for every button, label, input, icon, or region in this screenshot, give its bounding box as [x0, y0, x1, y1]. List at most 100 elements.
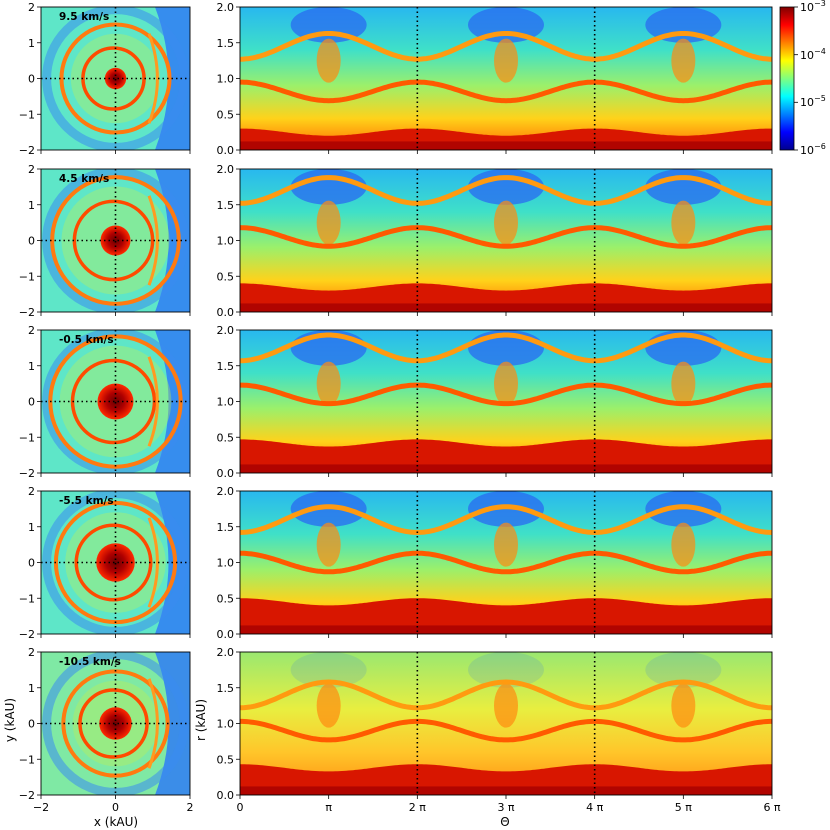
right-inner-region — [240, 598, 772, 634]
panel-row-2: 4.5 km/s −2 −1 0 1 2 0.0 0.5 1.0 1.5 2.0 — [19, 163, 773, 319]
right-plume — [671, 683, 696, 728]
colorbar-tick-1e-4: 10−4 — [794, 47, 826, 62]
right-plume — [494, 38, 518, 83]
left-bow-arc — [147, 517, 159, 608]
velocity-label: 4.5 km/s — [59, 173, 109, 185]
right-ytick-label: 0.0 — [217, 144, 235, 157]
right-xtick-label: π — [325, 801, 332, 814]
velocity-label: 9.5 km/s — [59, 11, 109, 23]
left-inner-shell — [72, 199, 155, 282]
left-core — [97, 383, 134, 420]
svg-text:10−3: 10−3 — [800, 0, 826, 14]
left-ytick-label: 0 — [28, 718, 35, 731]
right-blue-cavity — [468, 169, 544, 205]
panel-row-5: -10.5 km/s −2 −1 0 1 2 −2 0 2 0.0 0.5 1.0 1.5 2.0 0 π 2 … — [19, 646, 781, 814]
right-xtick-label: 3 π — [497, 801, 514, 814]
left-ytick-label: −2 — [19, 789, 35, 802]
right-ytick-label: 1.0 — [217, 73, 235, 86]
right-blue-cavity — [645, 652, 722, 688]
right-panel-1: 0.0 0.5 1.0 1.5 2.0 — [217, 1, 773, 157]
colorbar-tick-1e-3: 10−3 — [794, 0, 826, 14]
right-ytick-label: 2.0 — [217, 163, 235, 176]
colorbar-gradient — [779, 6, 795, 151]
left-core — [100, 225, 131, 256]
right-ytick-label: 0.0 — [217, 467, 235, 480]
right-y-axis-title: r (kAU) — [194, 699, 208, 741]
left-ytick-label: 2 — [28, 646, 35, 659]
right-plume — [671, 522, 696, 567]
left-ytick-label: 1 — [28, 682, 35, 695]
right-ytick-label: 1.5 — [217, 199, 235, 212]
left-outer-shell — [59, 22, 172, 135]
right-ytick-label: 0.5 — [217, 592, 235, 605]
right-blue-cavity — [645, 169, 722, 205]
left-bow-arc — [147, 195, 159, 286]
right-plume — [671, 38, 696, 83]
velocity-label: -5.5 km/s — [59, 495, 114, 507]
right-x-axis-title: Θ — [500, 815, 509, 829]
left-core — [96, 543, 135, 582]
right-core-band — [240, 141, 772, 150]
right-inner-shock — [240, 382, 772, 407]
right-ytick-label: 1.0 — [217, 396, 235, 409]
left-xtick-label: 0 — [112, 801, 119, 814]
right-inner-shock — [240, 550, 772, 575]
left-panel-2: 4.5 km/s −2 −1 0 1 2 — [19, 163, 191, 319]
right-blue-cavity — [290, 652, 367, 688]
right-ytick-label: 0.0 — [217, 628, 235, 641]
left-panel-1: 9.5 km/s −2 −1 0 1 2 — [19, 1, 191, 157]
right-ytick-label: 0.0 — [217, 789, 235, 802]
panel-row-1: 9.5 km/s −2 −1 0 1 2 0.0 0.5 1.0 1.5 2.0 — [19, 1, 773, 157]
right-ytick-label: 0.0 — [217, 306, 235, 319]
right-outer-shock — [240, 679, 772, 711]
left-bow-arc — [147, 356, 159, 447]
left-ytick-label: 0 — [28, 73, 35, 86]
left-panel-4: -5.5 km/s −2 −1 0 1 2 — [19, 485, 191, 641]
right-ytick-label: 1.0 — [217, 718, 235, 731]
right-xtick-label: 4 π — [586, 801, 603, 814]
right-panel-5: 0.0 0.5 1.0 1.5 2.0 0 π 2 π 3 π 4 π 5 π 6 π — [217, 646, 781, 814]
panel-row-3: -0.5 km/s −2 −1 0 1 2 0.0 0.5 1.0 1.5 2.0 — [19, 324, 773, 480]
right-plume — [671, 200, 696, 245]
right-ytick-label: 0.5 — [217, 431, 235, 444]
velocity-label: -10.5 km/s — [59, 656, 121, 668]
left-bow-arc — [147, 33, 159, 124]
right-plume — [316, 361, 341, 406]
right-plume — [494, 361, 518, 406]
right-ytick-label: 1.5 — [217, 521, 235, 534]
right-ytick-label: 1.0 — [217, 557, 235, 570]
right-outer-shock — [240, 332, 772, 364]
right-xtick-label: 6 π — [763, 801, 780, 814]
right-ytick-label: 0.5 — [217, 108, 235, 121]
right-panel-2: 0.0 0.5 1.0 1.5 2.0 — [217, 163, 773, 319]
left-ytick-label: 1 — [28, 37, 35, 50]
right-core-band — [240, 625, 772, 634]
left-y-axis-title: y (kAU) — [3, 698, 17, 742]
left-ytick-label: 1 — [28, 360, 35, 373]
right-ytick-label: 1.0 — [217, 235, 235, 248]
velocity-label: -0.5 km/s — [59, 334, 114, 346]
left-ytick-label: 2 — [28, 1, 35, 14]
right-ytick-label: 0.5 — [217, 753, 235, 766]
colorbar-tick-1e-6: 10−6 — [794, 142, 826, 157]
left-ytick-label: −2 — [19, 306, 35, 319]
right-ytick-label: 2.0 — [217, 1, 235, 14]
left-xtick-label: 2 — [187, 801, 194, 814]
left-ytick-label: −1 — [19, 431, 35, 444]
right-panel-4: 0.0 0.5 1.0 1.5 2.0 — [217, 485, 773, 641]
left-panel-3: -0.5 km/s −2 −1 0 1 2 — [19, 324, 191, 480]
colorbar-tick-1e-5: 10−5 — [794, 94, 826, 109]
right-blue-cavity — [290, 169, 367, 205]
left-ytick-label: −2 — [19, 144, 35, 157]
right-xtick-label: 5 π — [675, 801, 692, 814]
left-ytick-label: 0 — [28, 235, 35, 248]
right-ytick-label: 1.5 — [217, 682, 235, 695]
right-plume — [316, 200, 341, 245]
svg-text:10−6: 10−6 — [800, 142, 826, 157]
colorbar: 10−3 10−4 10−5 10−6 — [779, 0, 826, 157]
panel-row-4: -5.5 km/s −2 −1 0 1 2 0.0 0.5 1.0 1.5 2.0 — [19, 485, 773, 641]
right-inner-shock — [240, 225, 772, 249]
right-inner-shock — [240, 79, 772, 104]
left-ytick-label: −2 — [19, 467, 35, 480]
